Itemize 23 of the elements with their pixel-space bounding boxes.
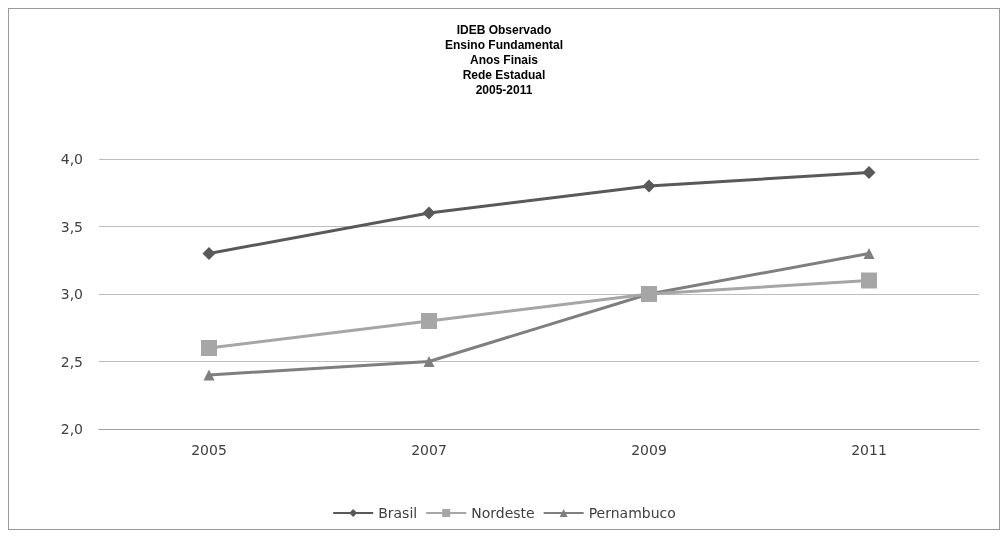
point [862, 166, 876, 179]
y-tick-label: 2,5 [60, 353, 83, 370]
point [861, 272, 877, 289]
legend-label: Brasil [378, 505, 418, 521]
point [202, 247, 216, 260]
point [422, 206, 436, 220]
point [863, 248, 875, 259]
y-tick-label: 3,0 [60, 286, 83, 302]
x-tick-label: 2007 [411, 442, 447, 458]
y-tick-label: 4,0 [60, 151, 83, 167]
x-tick-label: 2011 [851, 442, 887, 458]
point [201, 340, 217, 356]
x-tick-label: 2005 [191, 442, 227, 458]
point [642, 179, 656, 193]
y-tick-label: 3,5 [60, 218, 83, 235]
x-tick-label: 2009 [631, 442, 667, 458]
y-tick-label: 2,0 [60, 421, 83, 437]
legend-label: Pernambuco [588, 505, 676, 521]
legend-label: Nordeste [471, 505, 535, 521]
point [421, 313, 437, 329]
point [423, 356, 435, 367]
point [203, 369, 215, 381]
chart-title: IDEB Observado Ensino Fundamental Anos Finais Rede Estadual 2005-2011 [444, 22, 564, 97]
